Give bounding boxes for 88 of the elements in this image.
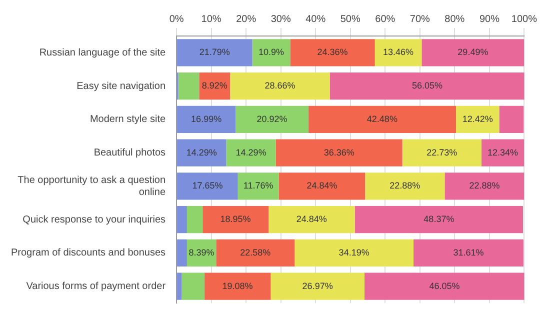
bar bbox=[186, 206, 203, 234]
data-label: 14.29% bbox=[236, 147, 266, 158]
bar bbox=[364, 272, 524, 300]
data-label: 20.92% bbox=[256, 114, 288, 124]
bar bbox=[182, 272, 204, 300]
x-tick-label: 0% bbox=[169, 14, 184, 25]
data-label: 42.48% bbox=[366, 114, 398, 124]
bar bbox=[177, 172, 238, 200]
y-tick-label: Easy site navigation bbox=[76, 80, 166, 92]
data-label: 24.36% bbox=[317, 47, 348, 58]
data-label: 26.97% bbox=[302, 280, 333, 291]
data-label: 21.79% bbox=[199, 47, 230, 58]
bar bbox=[422, 39, 524, 66]
bar bbox=[236, 106, 308, 133]
data-label: 16.99% bbox=[191, 114, 222, 124]
bar bbox=[374, 39, 422, 66]
bar bbox=[177, 39, 252, 66]
y-tick-label: Russian language of the site bbox=[39, 47, 166, 58]
data-label: 48.37% bbox=[424, 214, 454, 224]
x-tick-label: 100% bbox=[511, 14, 538, 25]
data-label: 34.19% bbox=[338, 247, 370, 258]
data-label: 22.88% bbox=[390, 180, 420, 191]
data-label: 14.29% bbox=[186, 147, 217, 158]
x-tick-label: 50% bbox=[340, 14, 360, 25]
x-tick-label: 90% bbox=[479, 14, 500, 25]
bar bbox=[270, 272, 364, 300]
bar bbox=[178, 72, 200, 100]
x-tick-label: 60% bbox=[375, 14, 396, 25]
bar bbox=[276, 139, 402, 166]
y-tick-label: Program of discounts and bonuses bbox=[10, 248, 166, 259]
data-label: 8.39% bbox=[188, 247, 214, 258]
bar bbox=[330, 72, 524, 100]
data-label: 24.84% bbox=[296, 214, 327, 224]
bar bbox=[294, 239, 414, 266]
bar bbox=[499, 106, 524, 133]
bar bbox=[216, 239, 295, 266]
data-label: 31.61% bbox=[453, 247, 484, 258]
bar bbox=[456, 106, 500, 133]
bar bbox=[290, 39, 375, 66]
data-label: 24.84% bbox=[306, 180, 338, 191]
x-tick-label: 10% bbox=[201, 14, 222, 25]
data-label: 10.9% bbox=[258, 47, 284, 58]
data-label: 11.76% bbox=[243, 180, 274, 191]
y-tick-label: Modern style site bbox=[90, 114, 166, 126]
y-tick-label: Beautiful photos bbox=[94, 148, 166, 159]
data-label: 18.95% bbox=[220, 214, 251, 224]
y-tick-label: Various forms of payment order bbox=[26, 281, 166, 292]
bar bbox=[177, 272, 182, 300]
bar bbox=[177, 106, 236, 133]
y-tick-label: Quick response to your inquiries bbox=[22, 214, 166, 226]
bar bbox=[202, 206, 268, 234]
bar bbox=[268, 206, 355, 234]
data-label: 28.66% bbox=[264, 80, 296, 91]
bar bbox=[278, 172, 366, 200]
bar bbox=[444, 172, 524, 200]
x-tick-label: 40% bbox=[306, 14, 326, 25]
bar bbox=[252, 39, 290, 66]
data-label: 8.92% bbox=[202, 80, 228, 91]
x-tick-label: 80% bbox=[444, 14, 465, 25]
bar bbox=[204, 272, 271, 300]
bar bbox=[414, 239, 524, 266]
bar bbox=[177, 139, 226, 166]
data-label: 22.88% bbox=[469, 180, 500, 191]
x-tick-label: 30% bbox=[270, 14, 291, 25]
x-tick-label: 70% bbox=[410, 14, 430, 25]
bar bbox=[402, 139, 482, 166]
data-label: 22.58% bbox=[240, 247, 271, 258]
bar bbox=[354, 206, 524, 234]
data-label: 29.49% bbox=[458, 47, 488, 58]
bar bbox=[308, 106, 456, 133]
data-label: 19.08% bbox=[222, 280, 253, 291]
bar bbox=[481, 139, 524, 166]
data-label: 56.05% bbox=[412, 80, 442, 91]
x-tick-label: 20% bbox=[236, 14, 256, 25]
bar bbox=[177, 239, 187, 266]
bar bbox=[177, 206, 187, 234]
data-label: 12.42% bbox=[462, 114, 493, 124]
data-label: 13.46% bbox=[383, 47, 414, 58]
bar bbox=[238, 172, 279, 200]
bar bbox=[226, 139, 276, 166]
data-label: 12.34% bbox=[488, 147, 518, 158]
bar bbox=[365, 172, 445, 200]
data-label: 17.65% bbox=[192, 180, 223, 191]
data-label: 36.36% bbox=[324, 147, 354, 158]
bar bbox=[230, 72, 330, 100]
data-label: 22.73% bbox=[426, 147, 458, 158]
data-label: 46.05% bbox=[429, 280, 460, 291]
y-tick-label: The opportunity to ask a question online bbox=[18, 174, 166, 198]
